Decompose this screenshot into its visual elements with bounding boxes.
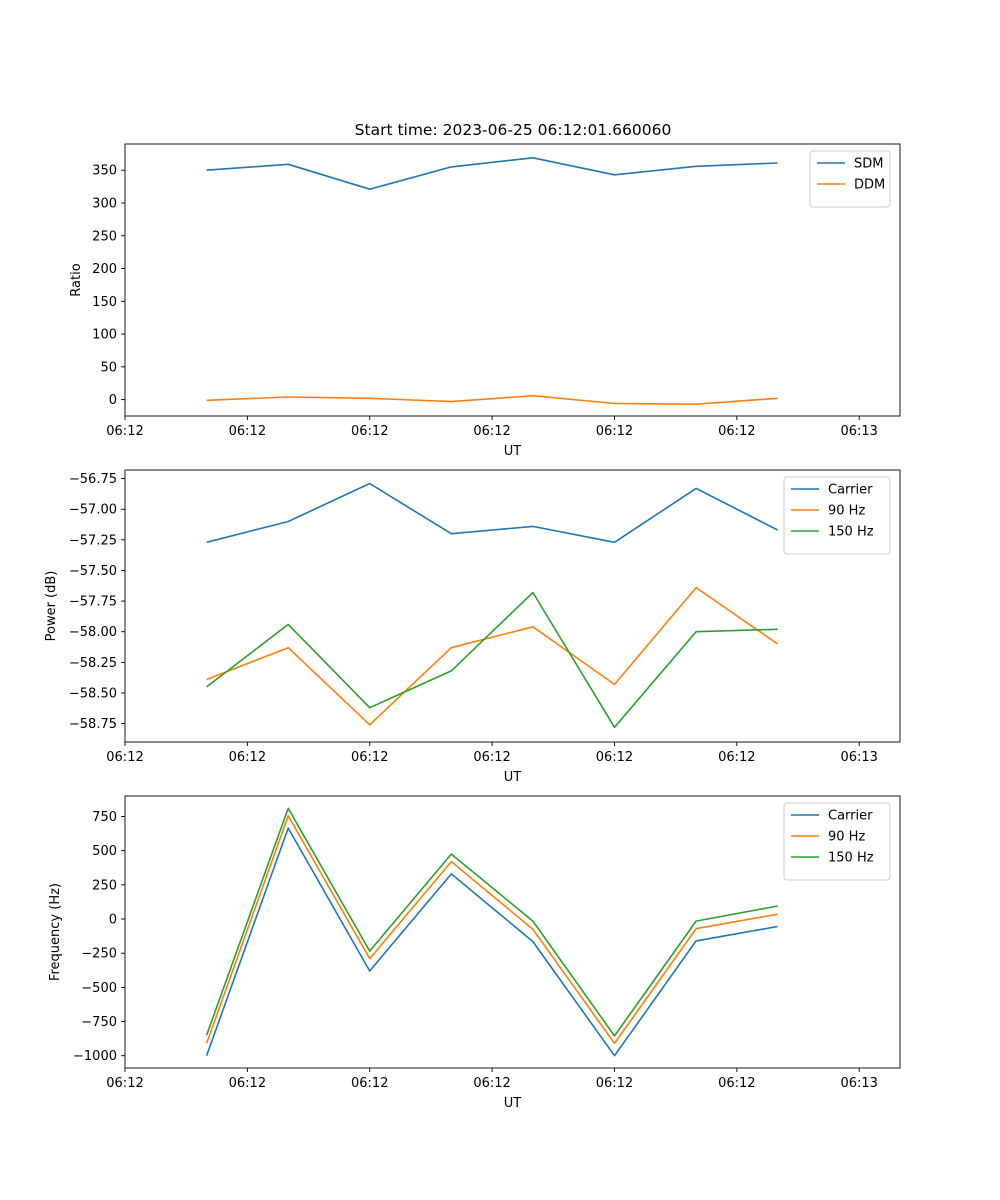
chart-title: Start time: 2023-06-25 06:12:01.660060 [355,121,672,139]
y-tick-label: −58.50 [69,686,117,701]
legend-box [783,476,891,555]
y-tick-label: 200 [92,262,117,277]
x-tick-label: 06:12 [106,750,143,765]
x-tick-label: 06:13 [840,1076,877,1091]
y-tick-label: 250 [92,229,117,244]
x-axis-label: UT [504,444,522,459]
y-tick-label: 750 [92,810,117,825]
x-tick-label: 06:12 [106,424,143,439]
x-axis-label: UT [504,1096,522,1111]
y-tick-label: −1000 [73,1049,117,1064]
y-tick-label: 0 [109,393,117,408]
legend: Carrier 90 Hz 150 Hz [783,802,891,881]
y-tick-label: −58.75 [69,717,117,732]
y-tick-label: −250 [81,947,117,962]
legend-label: DDM [854,178,885,193]
x-tick-label: 06:12 [596,750,633,765]
series-line-90-hz [205,814,778,1045]
y-tick-label: −57.50 [69,564,117,579]
legend-box [783,802,891,881]
y-axis-label: Power (dB) [44,571,59,642]
x-tick-label: 06:12 [473,424,510,439]
y-tick-label: −57.25 [69,533,117,548]
x-tick-label: 06:12 [351,750,388,765]
x-tick-label: 06:12 [229,1076,266,1091]
y-tick-label: 300 [92,196,117,211]
legend-box [809,150,891,208]
legend-label: 90 Hz [828,830,865,845]
y-tick-label: 50 [100,360,117,375]
x-tick-label: 06:13 [840,750,877,765]
series-line-carrier [206,482,778,544]
x-tick-label: 06:12 [473,1076,510,1091]
series-line-carrier [205,827,778,1057]
x-axis-label: UT [504,770,522,785]
legend-label: 150 Hz [828,525,874,540]
x-tick-label: 06:12 [229,424,266,439]
series-line-150-hz [205,807,778,1037]
x-tick-label: 06:12 [718,750,755,765]
y-tick-label: 0 [109,913,117,928]
x-tick-label: 06:13 [840,424,877,439]
y-tick-label: −58.00 [69,625,117,640]
y-tick-label: 500 [92,844,117,859]
legend-label: Carrier [828,809,873,824]
y-tick-label: −57.75 [69,595,117,610]
legend-label: 150 Hz [828,851,874,866]
x-tick-label: 06:12 [351,1076,388,1091]
legend-label: Carrier [828,483,873,498]
legend-label: 90 Hz [828,504,865,519]
panel-3: 06:12 06:12 06:12 06:12 06:12 06:12 06:13 −1000… [48,795,901,1111]
x-tick-label: 06:12 [596,424,633,439]
y-tick-label: 350 [92,164,117,179]
panel-1: 06:12 06:12 06:12 06:12 06:12 06:12 06:13 0 50 10… [69,143,901,459]
y-axis-label: Frequency (Hz) [48,883,63,981]
series-line-150-hz [206,591,778,729]
legend: Carrier 90 Hz 150 Hz [783,476,891,555]
y-tick-label: −56.75 [69,472,117,487]
legend-label: SDM [854,157,883,172]
series-line-sdm [206,157,778,190]
plot-frame [124,143,901,417]
x-tick-label: 06:12 [473,750,510,765]
y-tick-label: −57.00 [69,503,117,518]
x-tick-label: 06:12 [351,424,388,439]
series-line-ddm [206,394,778,406]
y-tick-label: −500 [81,981,117,996]
y-tick-label: 150 [92,295,117,310]
y-tick-label: −750 [81,1015,117,1030]
legend: SDM DDM [809,150,891,208]
x-tick-label: 06:12 [106,1076,143,1091]
x-tick-label: 06:12 [229,750,266,765]
series-line-90-hz [206,586,779,726]
x-tick-label: 06:12 [596,1076,633,1091]
x-tick-label: 06:12 [718,1076,755,1091]
y-tick-label: 250 [92,878,117,893]
plot-frame [124,795,901,1069]
y-tick-label: −58.25 [69,656,117,671]
x-tick-label: 06:12 [718,424,755,439]
y-tick-label: 100 [92,328,117,343]
y-axis-label: Ratio [69,263,84,296]
plot-frame [124,469,901,743]
panel-2: 06:12 06:12 06:12 06:12 06:12 06:12 06:13 −58.7… [44,469,901,785]
